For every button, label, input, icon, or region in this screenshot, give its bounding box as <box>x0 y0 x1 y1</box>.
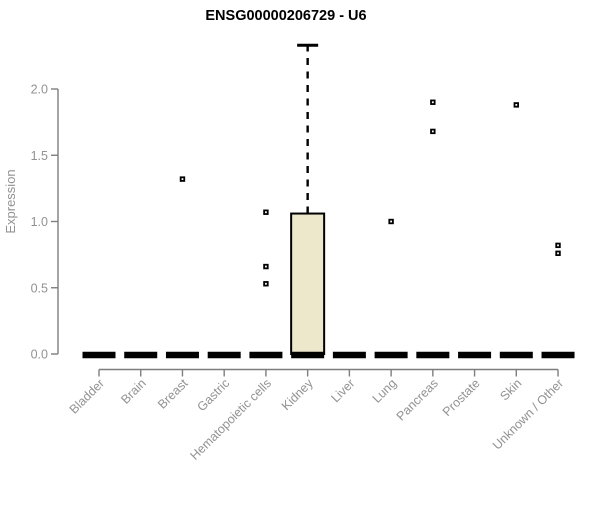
outlier-marker-center-hematopoietic-cells <box>265 211 267 214</box>
outlier-marker-center-skin <box>515 104 518 106</box>
median-prostate <box>458 351 492 359</box>
x-category-label: Prostate <box>440 376 483 419</box>
x-category-label: Bladder <box>67 376 107 416</box>
median-bladder <box>82 351 116 359</box>
outlier-marker-center-lung <box>390 220 393 223</box>
outlier-marker-center-hematopoietic-cells <box>265 265 267 268</box>
outlier-marker-center-unknown-other <box>557 252 559 255</box>
x-category-label: Brain <box>118 376 149 407</box>
chart-title: ENSG00000206729 - U6 <box>205 8 366 24</box>
x-category-label: Kidney <box>279 376 316 413</box>
x-category-label: Gastric <box>194 376 232 414</box>
median-brain <box>124 351 158 359</box>
median-lung <box>374 351 408 359</box>
y-tick-label: 1.0 <box>31 215 48 229</box>
outlier-marker-center-hematopoietic-cells <box>265 282 267 285</box>
y-tick-label: 0.0 <box>31 348 48 362</box>
median-liver <box>332 351 366 359</box>
outlier-marker-center-breast <box>181 178 184 180</box>
x-category-label: Unknown / Other <box>490 376 566 452</box>
x-category-label: Hematopoietic cells <box>187 376 274 463</box>
x-category-label: Liver <box>328 376 357 405</box>
median-breast <box>165 351 199 359</box>
median-skin <box>499 351 533 359</box>
median-gastric <box>207 351 241 359</box>
x-category-label: Skin <box>497 376 524 403</box>
y-tick-label: 2.0 <box>31 83 48 97</box>
outlier-marker-center-pancreas <box>431 101 434 104</box>
y-tick-label: 1.5 <box>31 149 48 163</box>
outlier-marker-center-unknown-other <box>557 244 559 247</box>
x-category-label: Pancreas <box>394 376 441 423</box>
median-hematopoietic-cells <box>249 351 283 359</box>
box-kidney <box>290 212 326 355</box>
x-category-label: Lung <box>370 376 400 406</box>
median-unknown-other <box>541 351 575 359</box>
y-tick-label: 0.5 <box>31 281 48 295</box>
outlier-marker-center-pancreas <box>431 130 434 133</box>
y-axis-label: Expression <box>3 169 18 233</box>
x-category-label: Breast <box>155 376 191 412</box>
median-pancreas <box>416 351 450 359</box>
median-kidney <box>291 351 325 359</box>
